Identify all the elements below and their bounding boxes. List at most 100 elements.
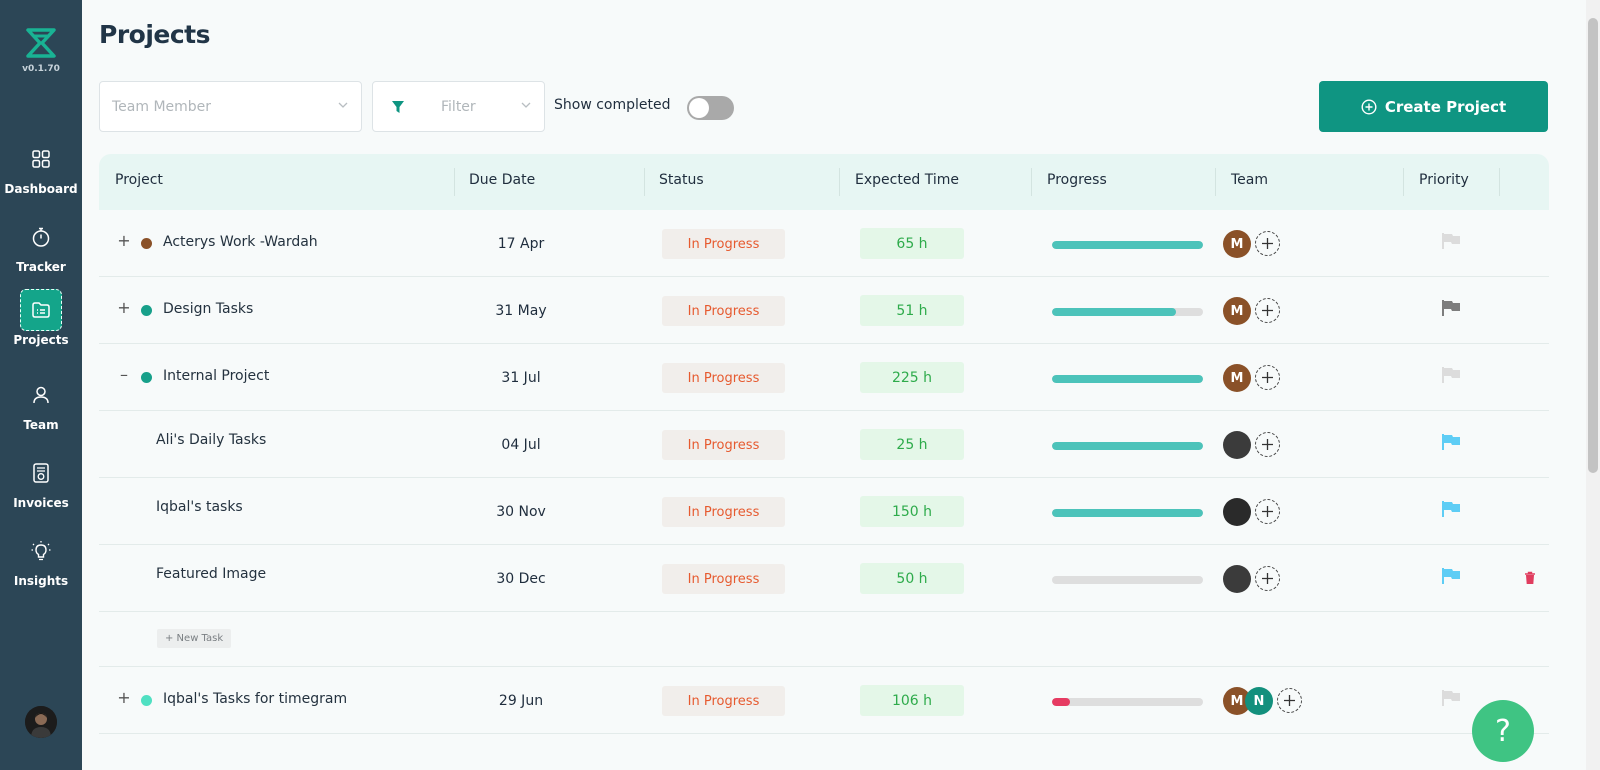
column-header-team[interactable]: Team	[1231, 172, 1269, 188]
add-member-button[interactable]	[1277, 688, 1302, 713]
logo-icon	[26, 28, 56, 58]
progress-bar	[1052, 509, 1203, 517]
project-row[interactable]: – Internal Project 31 Jul In Progress 225 h M	[99, 344, 1549, 411]
project-color-dot	[141, 238, 152, 249]
add-member-button[interactable]	[1255, 298, 1280, 323]
expected-time-badge[interactable]: 150 h	[860, 496, 964, 527]
sidebar-item-projects[interactable]: Projects	[0, 289, 82, 347]
add-member-button[interactable]	[1255, 231, 1280, 256]
progress-bar-fill	[1052, 442, 1203, 450]
expected-time-badge[interactable]: 65 h	[860, 228, 964, 259]
status-badge[interactable]: In Progress	[662, 363, 785, 393]
expand-icon[interactable]: +	[117, 298, 131, 317]
team-member-avatar[interactable]	[1223, 565, 1251, 593]
status-badge[interactable]: In Progress	[662, 229, 785, 259]
expected-time-badge[interactable]: 50 h	[860, 563, 964, 594]
progress-bar	[1052, 308, 1203, 316]
plus-icon	[1262, 372, 1273, 383]
create-project-button[interactable]: Create Project	[1319, 81, 1548, 132]
filter-select[interactable]: Filter	[372, 81, 545, 132]
sidebar-item-insights[interactable]: Insights	[0, 530, 82, 588]
project-name[interactable]: Iqbal's Tasks for timegram	[163, 691, 348, 707]
column-header-priority[interactable]: Priority	[1419, 172, 1469, 188]
chevron-down-icon	[521, 102, 531, 108]
expected-time-badge[interactable]: 106 h	[860, 685, 964, 716]
sidebar-item-team[interactable]: Team	[0, 374, 82, 432]
due-date[interactable]: 30 Dec	[496, 571, 546, 587]
help-button[interactable]: ?	[1472, 700, 1534, 762]
expected-time-badge[interactable]: 25 h	[860, 429, 964, 460]
delete-icon[interactable]	[1524, 571, 1536, 589]
sidebar-item-dashboard[interactable]: Dashboard	[0, 138, 82, 196]
sidebar: v0.1.70 Dashboard Tracker Projects Team	[0, 0, 82, 770]
column-header-expected-time[interactable]: Expected Time	[855, 172, 960, 188]
page-scrollbar[interactable]	[1586, 0, 1600, 770]
priority-flag-icon[interactable]	[1440, 299, 1462, 321]
sidebar-item-label: Dashboard	[4, 182, 78, 196]
column-header-project[interactable]: Project	[115, 172, 163, 188]
due-date[interactable]: 30 Nov	[496, 504, 546, 520]
task-row[interactable]: Iqbal's tasks 30 Nov In Progress 150 h	[99, 478, 1549, 545]
status-badge[interactable]: In Progress	[662, 430, 785, 460]
add-member-button[interactable]	[1255, 499, 1280, 524]
progress-bar	[1052, 241, 1203, 249]
project-row[interactable]: + Design Tasks 31 May In Progress 51 h M	[99, 277, 1549, 344]
scrollbar-thumb[interactable]	[1588, 18, 1598, 473]
column-header-status[interactable]: Status	[659, 172, 704, 188]
project-name[interactable]: Internal Project	[163, 368, 270, 384]
expected-time-badge[interactable]: 225 h	[860, 362, 964, 393]
priority-flag-icon[interactable]	[1440, 567, 1462, 589]
status-badge[interactable]: In Progress	[662, 497, 785, 527]
app-logo[interactable]: v0.1.70	[0, 26, 82, 74]
priority-flag-icon[interactable]	[1440, 500, 1462, 522]
add-member-button[interactable]	[1255, 365, 1280, 390]
team-member-avatar[interactable]: M	[1223, 230, 1251, 258]
due-date[interactable]: 31 May	[495, 303, 547, 319]
add-member-button[interactable]	[1255, 566, 1280, 591]
sidebar-item-tracker[interactable]: Tracker	[0, 216, 82, 274]
due-date[interactable]: 31 Jul	[501, 370, 541, 386]
column-header-progress[interactable]: Progress	[1047, 172, 1107, 188]
due-date[interactable]: 04 Jul	[501, 437, 541, 453]
project-name[interactable]: Iqbal's tasks	[156, 499, 243, 515]
user-avatar[interactable]	[25, 706, 57, 738]
column-header-due-date[interactable]: Due Date	[469, 172, 536, 188]
priority-flag-icon[interactable]	[1440, 366, 1462, 388]
new-task-button[interactable]: + New Task	[157, 629, 232, 648]
project-name[interactable]: Ali's Daily Tasks	[156, 432, 267, 448]
status-badge[interactable]: In Progress	[662, 296, 785, 326]
project-row[interactable]: + Acterys Work -Wardah 17 Apr In Progress 65…	[99, 210, 1549, 277]
team-member-placeholder: Team Member	[112, 98, 212, 115]
due-date[interactable]: 29 Jun	[498, 693, 544, 709]
status-badge[interactable]: In Progress	[662, 564, 785, 594]
expand-icon[interactable]: +	[117, 688, 131, 707]
priority-flag-icon[interactable]	[1440, 689, 1462, 711]
team-member-avatar[interactable]: N	[1245, 687, 1273, 715]
team-member-avatar[interactable]	[1223, 431, 1251, 459]
team-member-avatar[interactable]	[1223, 498, 1251, 526]
team-member-select[interactable]: Team Member	[99, 81, 362, 132]
priority-flag-icon[interactable]	[1440, 232, 1462, 254]
task-row[interactable]: Ali's Daily Tasks 04 Jul In Progress 25 h	[99, 411, 1549, 478]
team-member-avatar[interactable]: M	[1223, 364, 1251, 392]
status-badge[interactable]: In Progress	[662, 686, 785, 716]
project-row[interactable]: + Iqbal's Tasks for timegram 29 Jun In Prog…	[99, 667, 1549, 734]
priority-flag-icon[interactable]	[1440, 433, 1462, 455]
due-date[interactable]: 17 Apr	[497, 236, 545, 252]
sidebar-item-invoices[interactable]: Invoices	[0, 452, 82, 510]
project-color-dot	[141, 372, 152, 383]
project-name[interactable]: Design Tasks	[163, 301, 254, 317]
progress-bar-fill	[1052, 375, 1203, 383]
plus-circle-icon	[1361, 98, 1377, 115]
project-name[interactable]: Featured Image	[156, 566, 267, 582]
add-member-button[interactable]	[1255, 432, 1280, 457]
progress-bar-fill	[1052, 308, 1176, 316]
project-name[interactable]: Acterys Work -Wardah	[163, 234, 318, 250]
team-member-avatar[interactable]: M	[1223, 297, 1251, 325]
create-project-label: Create Project	[1384, 97, 1507, 116]
expand-icon[interactable]: +	[117, 231, 131, 250]
show-completed-toggle[interactable]	[687, 96, 734, 120]
expected-time-badge[interactable]: 51 h	[860, 295, 964, 326]
task-row[interactable]: Featured Image 30 Dec In Progress 50 h	[99, 545, 1549, 612]
collapse-icon[interactable]: –	[120, 365, 128, 384]
